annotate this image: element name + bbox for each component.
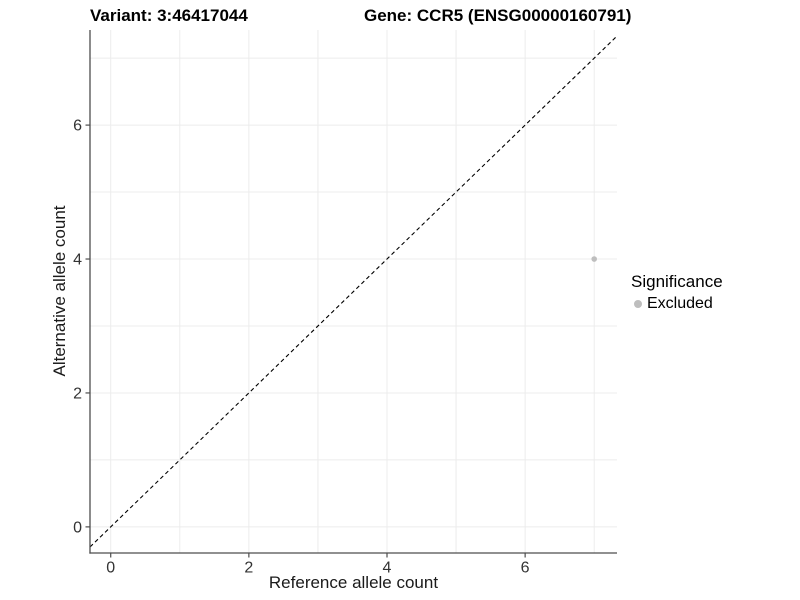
x-tick-label: 4 (383, 560, 392, 577)
y-tick-label: 2 (73, 385, 82, 402)
legend-title: Significance (631, 272, 723, 291)
data-point (591, 256, 598, 262)
y-tick-label: 4 (73, 252, 82, 269)
legend-point-swatch (634, 300, 642, 308)
legend-item-excluded: Excluded (634, 295, 723, 313)
identity-reference-line (89, 35, 618, 548)
y-tick-label: 0 (73, 519, 82, 536)
x-tick-label: 0 (106, 560, 115, 577)
x-tick-label: 6 (521, 560, 530, 577)
plot-title-variant: Variant: 3:46417044 (90, 6, 248, 25)
legend-item-label: Excluded (647, 295, 713, 312)
plot-title-gene: Gene: CCR5 (ENSG00000160791) (364, 6, 632, 25)
legend: Significance Excluded (631, 272, 723, 313)
x-tick-label: 2 (244, 560, 253, 577)
y-axis-title: Alternative allele count (50, 205, 69, 377)
x-axis-title: Reference allele count (268, 573, 439, 592)
y-tick-label: 6 (73, 118, 82, 135)
